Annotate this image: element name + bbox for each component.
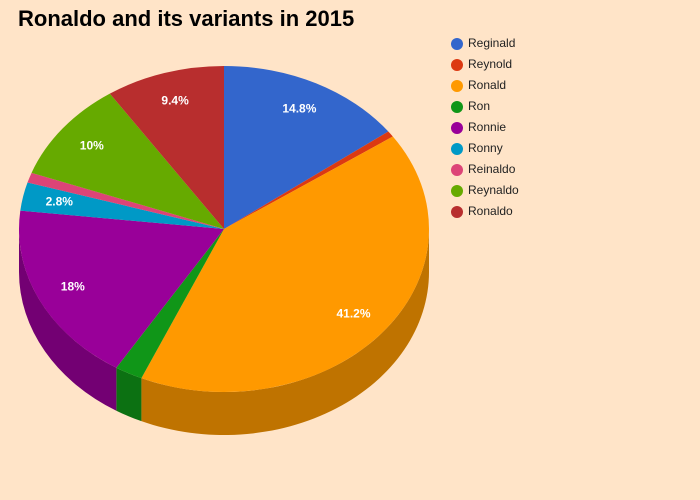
legend-marker <box>451 164 463 176</box>
slice-label: 2.8% <box>46 194 74 208</box>
legend-marker <box>451 101 463 113</box>
legend-label: Reynold <box>468 57 512 71</box>
legend-label: Ronaldo <box>468 204 513 218</box>
legend-marker <box>451 122 463 134</box>
legend-label: Ronny <box>468 141 503 155</box>
slice-side <box>141 229 429 435</box>
slice <box>20 182 225 229</box>
slice-label: 18% <box>61 280 85 294</box>
legend-label: Ronald <box>468 78 506 92</box>
legend-label: Ron <box>468 99 490 113</box>
slice <box>31 93 225 229</box>
slice-side <box>19 229 117 411</box>
slice <box>19 210 225 368</box>
legend-label: Reginald <box>468 36 515 50</box>
chart-title: Ronaldo and its variants in 2015 <box>18 6 354 31</box>
legend-label: Ronnie <box>468 120 506 134</box>
slice-label: 10% <box>80 139 104 153</box>
slice-label: 14.8% <box>282 102 316 116</box>
slice-label: 9.4% <box>161 93 189 107</box>
slice-side <box>116 367 142 422</box>
legend-marker <box>451 80 463 92</box>
slice <box>109 66 224 229</box>
slice <box>224 66 389 229</box>
slice <box>116 229 224 379</box>
slice-label: 41.2% <box>337 306 371 320</box>
legend-marker <box>451 206 463 218</box>
legend-marker <box>451 185 463 197</box>
legend-marker <box>451 59 463 71</box>
legend-label: Reynaldo <box>468 183 519 197</box>
slice <box>224 131 393 229</box>
slice <box>27 172 224 229</box>
legend-marker <box>451 143 463 155</box>
legend-label: Reinaldo <box>468 162 516 176</box>
legend-marker <box>451 38 463 50</box>
slice <box>141 136 430 392</box>
